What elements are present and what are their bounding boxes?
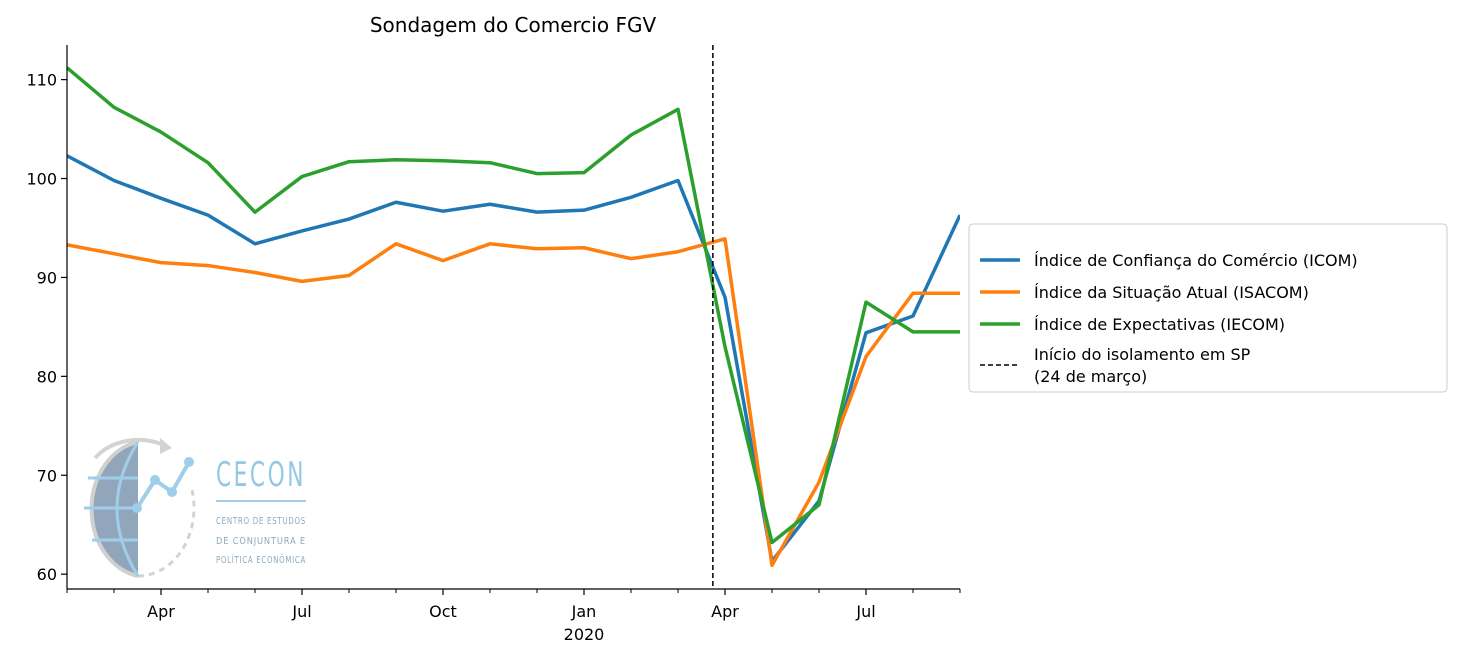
y-tick-label: 90 (37, 268, 57, 287)
logo-line-1: CENTRO DE ESTUDOS (216, 516, 306, 527)
series-layer (67, 66, 960, 568)
logo-title: CECON (216, 455, 306, 495)
logo-line-2: DE CONJUNTURA E (216, 536, 306, 547)
y-tick-label: 80 (37, 367, 57, 386)
y-tick-label: 60 (37, 565, 57, 584)
chart-title: Sondagem do Comercio FGV (370, 13, 657, 37)
cecon-logo: CECON CENTRO DE ESTUDOS DE CONJUNTURA E … (84, 437, 306, 578)
series-line-icom (67, 154, 960, 564)
series-line-isacom (67, 237, 960, 568)
x-tick-label: Oct (429, 602, 457, 621)
x-tick-label: Jul (855, 602, 875, 621)
logo-line-3: POLÍTICA ECONÔMICA (216, 553, 306, 566)
legend-label-isacom: Índice da Situação Atual (ISACOM) (1034, 283, 1309, 302)
series-line-iecom (67, 66, 960, 545)
x-tick-year-label: 2020 (564, 625, 605, 644)
x-tick-label: Jul (291, 602, 311, 621)
legend-label-iecom: Índice de Expectativas (IECOM) (1034, 315, 1285, 334)
legend-box (968, 223, 1448, 393)
y-tick-label: 100 (26, 170, 57, 189)
x-tick-label: Apr (711, 602, 739, 621)
legend-label-icom: Índice de Confiança do Comércio (ICOM) (1034, 251, 1358, 270)
legend-label-vline-2: (24 de março) (1034, 367, 1147, 386)
legend: Índice de Confiança do Comércio (ICOM) Í… (968, 223, 1448, 393)
x-tick-label: Apr (147, 602, 175, 621)
axes-layer: 60 70 80 90 100 110 Apr Jul Oct Jan 2020 Apr Jul (26, 45, 961, 644)
y-tick-label: 110 (26, 71, 57, 90)
legend-label-vline-1: Início do isolamento em SP (1034, 345, 1251, 364)
x-tick-label: Jan (571, 602, 597, 621)
y-tick-label: 70 (37, 466, 57, 485)
